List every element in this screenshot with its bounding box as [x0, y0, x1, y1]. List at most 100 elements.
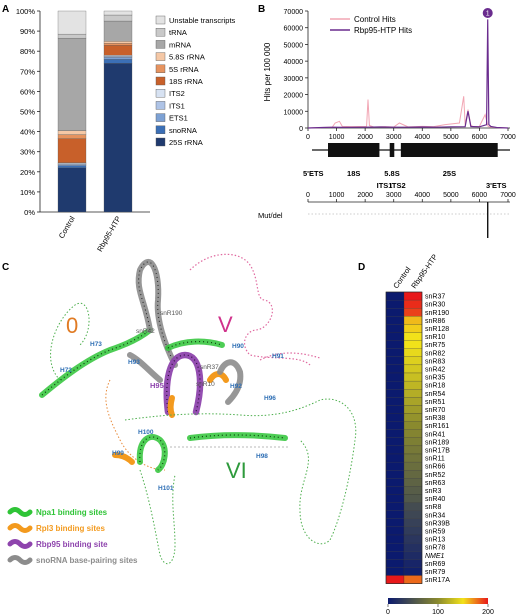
d-heatmap-cell [385, 348, 405, 357]
a-legend-swatch [155, 52, 166, 61]
a-legend-swatch [155, 101, 166, 110]
snorna-site-snr42 [127, 352, 163, 383]
panel-b-hits-profile: Hits per 100 000 01000020000300004000050… [258, 8, 516, 238]
a-y-tick-label: 30% [20, 148, 35, 157]
d-row-label: snR40 [425, 496, 445, 503]
mutdel-tick-label: 5000 [443, 192, 459, 199]
npa1-site-h72-dots [41, 329, 151, 396]
helix-label-h92: H92 [230, 383, 242, 390]
d-heatmap-cell [385, 389, 405, 398]
panel-label-a: A [2, 4, 9, 15]
d-heatmap-cell [403, 324, 423, 333]
a-y-tick-label: 10% [20, 188, 35, 197]
snorna-site-snr190-dots [138, 261, 176, 366]
d-heatmap-cell [403, 421, 423, 430]
d-heatmap-cell [385, 421, 405, 430]
a-legend-label: Unstable transcripts [169, 16, 236, 25]
d-heatmap-cell [403, 299, 423, 309]
d-row-label: snR39B [425, 520, 450, 527]
d-heatmap-cell [403, 461, 423, 471]
d-heatmap-cell [385, 397, 405, 406]
gene-map-label-its2: ITS2 [390, 181, 406, 190]
panel-label-b: B [258, 4, 265, 15]
a-bar-segment [57, 10, 87, 35]
a-y-tick-label: 50% [20, 108, 35, 117]
d-heatmap-cell [385, 510, 405, 519]
a-legend-label: tRNA [169, 28, 187, 37]
mutdel-tick-label: 4000 [414, 192, 430, 199]
d-heatmap-cell [385, 405, 405, 414]
gene-map-label-5-8s: 5.8S [384, 169, 399, 178]
a-bar-segment [57, 164, 87, 166]
a-legend-swatch [155, 125, 166, 135]
d-heatmap-cell [385, 494, 405, 503]
a-bar-segment [103, 43, 133, 46]
d-row-label: snR3 [425, 488, 441, 495]
d-heatmap-cell [403, 470, 423, 479]
a-category-label: Rbp95-HTP [95, 215, 123, 254]
d-row-label: snR59 [425, 529, 445, 536]
mutdel-tick-label: 2000 [357, 192, 373, 199]
d-column-header: Control [391, 265, 412, 290]
helix-label-h99: H99 [112, 450, 124, 457]
snorna-site-snr37-snr10 [217, 359, 244, 405]
d-heatmap-cell [403, 453, 423, 463]
panel-a-stacked-bar-chart: 0% 10% 20% 30% 40% 50% 60% 70% 80% 90% 100% Contro… [16, 7, 236, 253]
a-legend-swatch [155, 113, 166, 122]
snorna-label-snr10: snR10 [196, 381, 215, 388]
d-heatmap-cell [403, 389, 423, 398]
a-legend-swatch [155, 28, 166, 37]
d-heatmap-cell [403, 518, 423, 528]
b-x-tick-label: 1000 [329, 134, 345, 141]
a-bar-segment [103, 55, 133, 57]
d-row-label: snR37 [425, 294, 445, 301]
mutdel-tick-label: 3000 [386, 192, 402, 199]
mutdel-tick-label: 0 [306, 192, 310, 199]
d-heatmap-cell [385, 340, 405, 349]
b-y-tick-label: 30000 [284, 76, 304, 83]
a-bar-segment [103, 57, 133, 60]
mutdel-tick-label: 7000 [500, 192, 516, 199]
d-heatmap-cell [385, 502, 405, 511]
a-legend-label: ITS2 [169, 89, 185, 98]
b-x-tick-label: 5000 [443, 134, 459, 141]
a-legend-label: 5S rRNA [169, 65, 199, 74]
b-y-tick-label: 70000 [284, 9, 304, 16]
d-heatmap-cell [403, 364, 423, 374]
panel-b-mutdel-track: 0 1000 2000 3000 4000 5000 6000 7000 Mut/del [258, 192, 516, 238]
b-x-tick-label: 0 [306, 134, 310, 141]
domain-0-strand [50, 302, 90, 381]
d-heatmap-cell [403, 348, 423, 357]
a-bar-segment [103, 59, 133, 64]
a-legend-swatch [155, 76, 166, 86]
gene-map-label-18s: 18S [347, 169, 360, 178]
panel-c-rrna-secondary-structure: 0 V VI H73 H72 H93 H90 H91 H92 H95 H96 H… [7, 253, 357, 565]
helix-label-h95: H95 [150, 381, 164, 390]
a-bar-segment [57, 134, 87, 139]
a-legend-swatch [155, 40, 166, 49]
gene-map-label-3ets: 3'ETS [486, 181, 507, 190]
gene-map-25s-block [400, 143, 498, 157]
d-row-label: snR66 [425, 464, 445, 471]
helix-label-h91: H91 [272, 353, 284, 360]
mutdel-label: Mut/del [258, 211, 283, 220]
d-row-label: snR10 [425, 334, 445, 341]
d-row-label: snR83 [425, 358, 445, 365]
d-heatmap-cell [385, 316, 405, 325]
d-heatmap-cell [403, 316, 423, 325]
helix-label-h100: H100 [138, 429, 154, 436]
d-row-label: snR34 [425, 512, 445, 519]
d-heatmap-cell [385, 575, 405, 584]
color-scale-bar [388, 598, 488, 604]
panel-b-peak-badge [482, 8, 493, 18]
c-legend-label: Rbp95 binding site [36, 540, 108, 549]
d-row-label: snR42 [425, 367, 445, 374]
snorna-label-snr37: snR37 [200, 364, 219, 371]
b-x-tick-label: 4000 [414, 134, 430, 141]
d-row-label: snR189 [425, 439, 449, 446]
d-row-label: snR190 [425, 310, 449, 317]
d-heatmap-cell [385, 486, 405, 495]
d-row-label: snR75 [425, 342, 445, 349]
d-row-label: snR79 [425, 569, 445, 576]
